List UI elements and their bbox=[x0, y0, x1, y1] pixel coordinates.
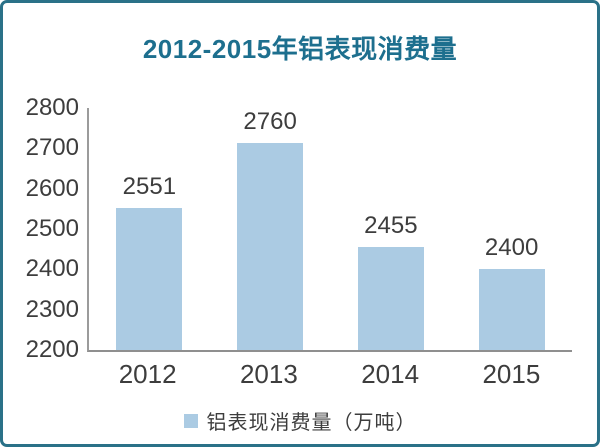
y-tick-label: 2500 bbox=[25, 215, 79, 242]
bar-2013 bbox=[237, 143, 304, 350]
bar-value-label: 2551 bbox=[122, 173, 177, 201]
bar-2012 bbox=[116, 208, 183, 350]
bar-2015 bbox=[478, 269, 545, 350]
chart-title: 2012-2015年铝表现消费量 bbox=[142, 34, 458, 64]
bar-value-label: 2400 bbox=[484, 234, 539, 262]
bar-slot-2013: 2760 bbox=[210, 108, 331, 350]
bar-value-label: 2760 bbox=[243, 108, 297, 135]
x-tick-label: 2012 bbox=[118, 359, 177, 389]
bar-2014 bbox=[357, 247, 424, 350]
legend-swatch-icon bbox=[183, 413, 198, 428]
x-axis-labels: 2012 2013 2014 2015 bbox=[87, 359, 572, 390]
x-tick-label: 2015 bbox=[482, 359, 541, 389]
x-tick-label: 2013 bbox=[239, 359, 298, 389]
bar-value-label: 2455 bbox=[364, 212, 418, 240]
plot-area: 2551 2760 2455 2400 bbox=[87, 108, 572, 352]
legend-label: 铝表现消费量（万吨） bbox=[206, 412, 417, 434]
y-axis-labels: 2800 2700 2600 2500 2400 2300 2200 bbox=[3, 95, 79, 363]
y-tick-label: 2700 bbox=[25, 134, 79, 162]
x-tick-label: 2014 bbox=[361, 359, 420, 389]
y-tick-label: 2400 bbox=[25, 255, 79, 283]
bar-slot-2015: 2400 bbox=[451, 108, 572, 350]
legend: 铝表现消费量（万吨） bbox=[3, 406, 597, 435]
y-tick-label: 2600 bbox=[25, 174, 79, 202]
y-tick-label: 2300 bbox=[25, 295, 79, 323]
bar-slot-2014: 2455 bbox=[331, 108, 452, 350]
y-tick-label: 2800 bbox=[25, 94, 79, 121]
bar-slot-2012: 2551 bbox=[89, 108, 210, 350]
y-tick-label: 2200 bbox=[25, 336, 79, 363]
